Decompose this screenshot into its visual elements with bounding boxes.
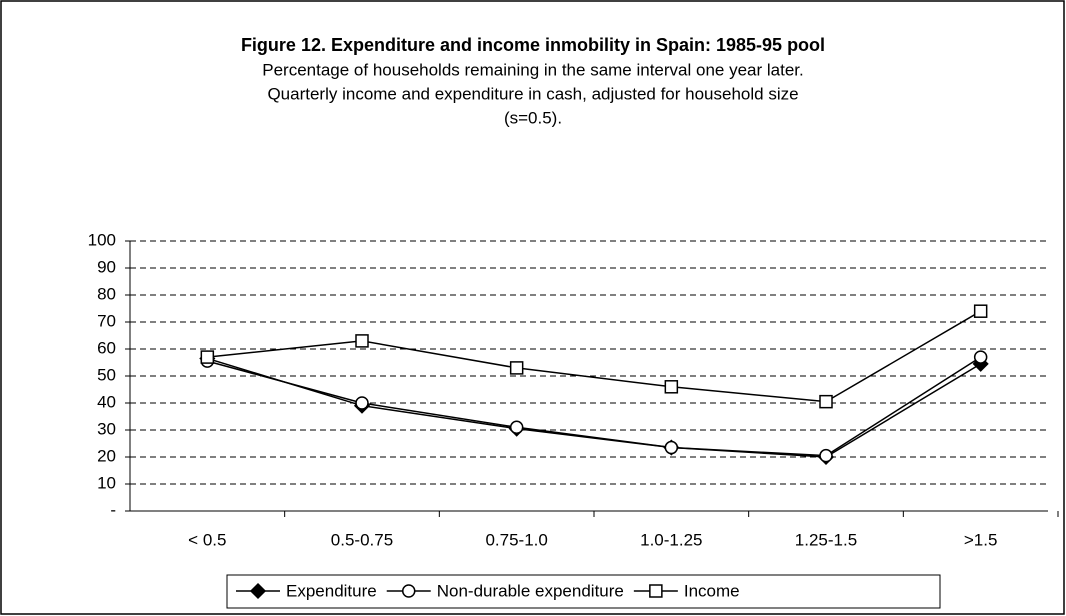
legend-label: Income [684, 581, 740, 600]
marker [401, 584, 416, 598]
y-tick-label: - [110, 500, 116, 519]
y-tick-label: 100 [88, 230, 116, 249]
x-tick-label: >1.5 [964, 530, 998, 549]
marker [509, 420, 524, 435]
chart-subtitle: Percentage of households remaining in th… [262, 60, 804, 79]
legend-box [226, 574, 941, 609]
marker [819, 394, 833, 409]
legend-label: Expenditure [286, 581, 377, 600]
marker [664, 440, 679, 455]
y-tick-label: 20 [97, 446, 116, 465]
y-tick-label: 70 [97, 311, 116, 330]
legend-label: Non-durable expenditure [437, 581, 624, 600]
y-tick-label: 60 [97, 338, 116, 357]
series-line [207, 356, 982, 457]
x-tick-label: 0.5-0.75 [331, 530, 393, 549]
chart-title: Figure 12. Expenditure and income inmobi… [241, 35, 825, 55]
chart-subtitle: Quarterly income and expenditure in cash… [267, 84, 798, 103]
y-tick-label: 40 [97, 392, 116, 411]
x-tick-label: < 0.5 [188, 530, 226, 549]
x-tick-label: 1.25-1.5 [795, 530, 857, 549]
y-tick-label: 10 [97, 473, 116, 492]
y-tick-label: 90 [97, 257, 116, 276]
series-line [207, 310, 982, 403]
chart-subtitle: (s=0.5). [504, 108, 562, 127]
y-tick-label: 30 [97, 419, 116, 438]
marker [649, 584, 663, 598]
marker [664, 380, 679, 394]
marker [819, 448, 833, 463]
marker [355, 334, 369, 348]
x-tick-label: 0.75-1.0 [485, 530, 547, 549]
marker [200, 350, 215, 364]
y-tick-label: 50 [97, 365, 116, 384]
marker [509, 361, 524, 375]
marker [355, 396, 369, 410]
x-tick-label: 1.0-1.25 [640, 530, 702, 549]
marker [973, 350, 988, 364]
marker [973, 304, 988, 318]
marker [249, 582, 267, 600]
y-tick-label: 80 [97, 284, 116, 303]
